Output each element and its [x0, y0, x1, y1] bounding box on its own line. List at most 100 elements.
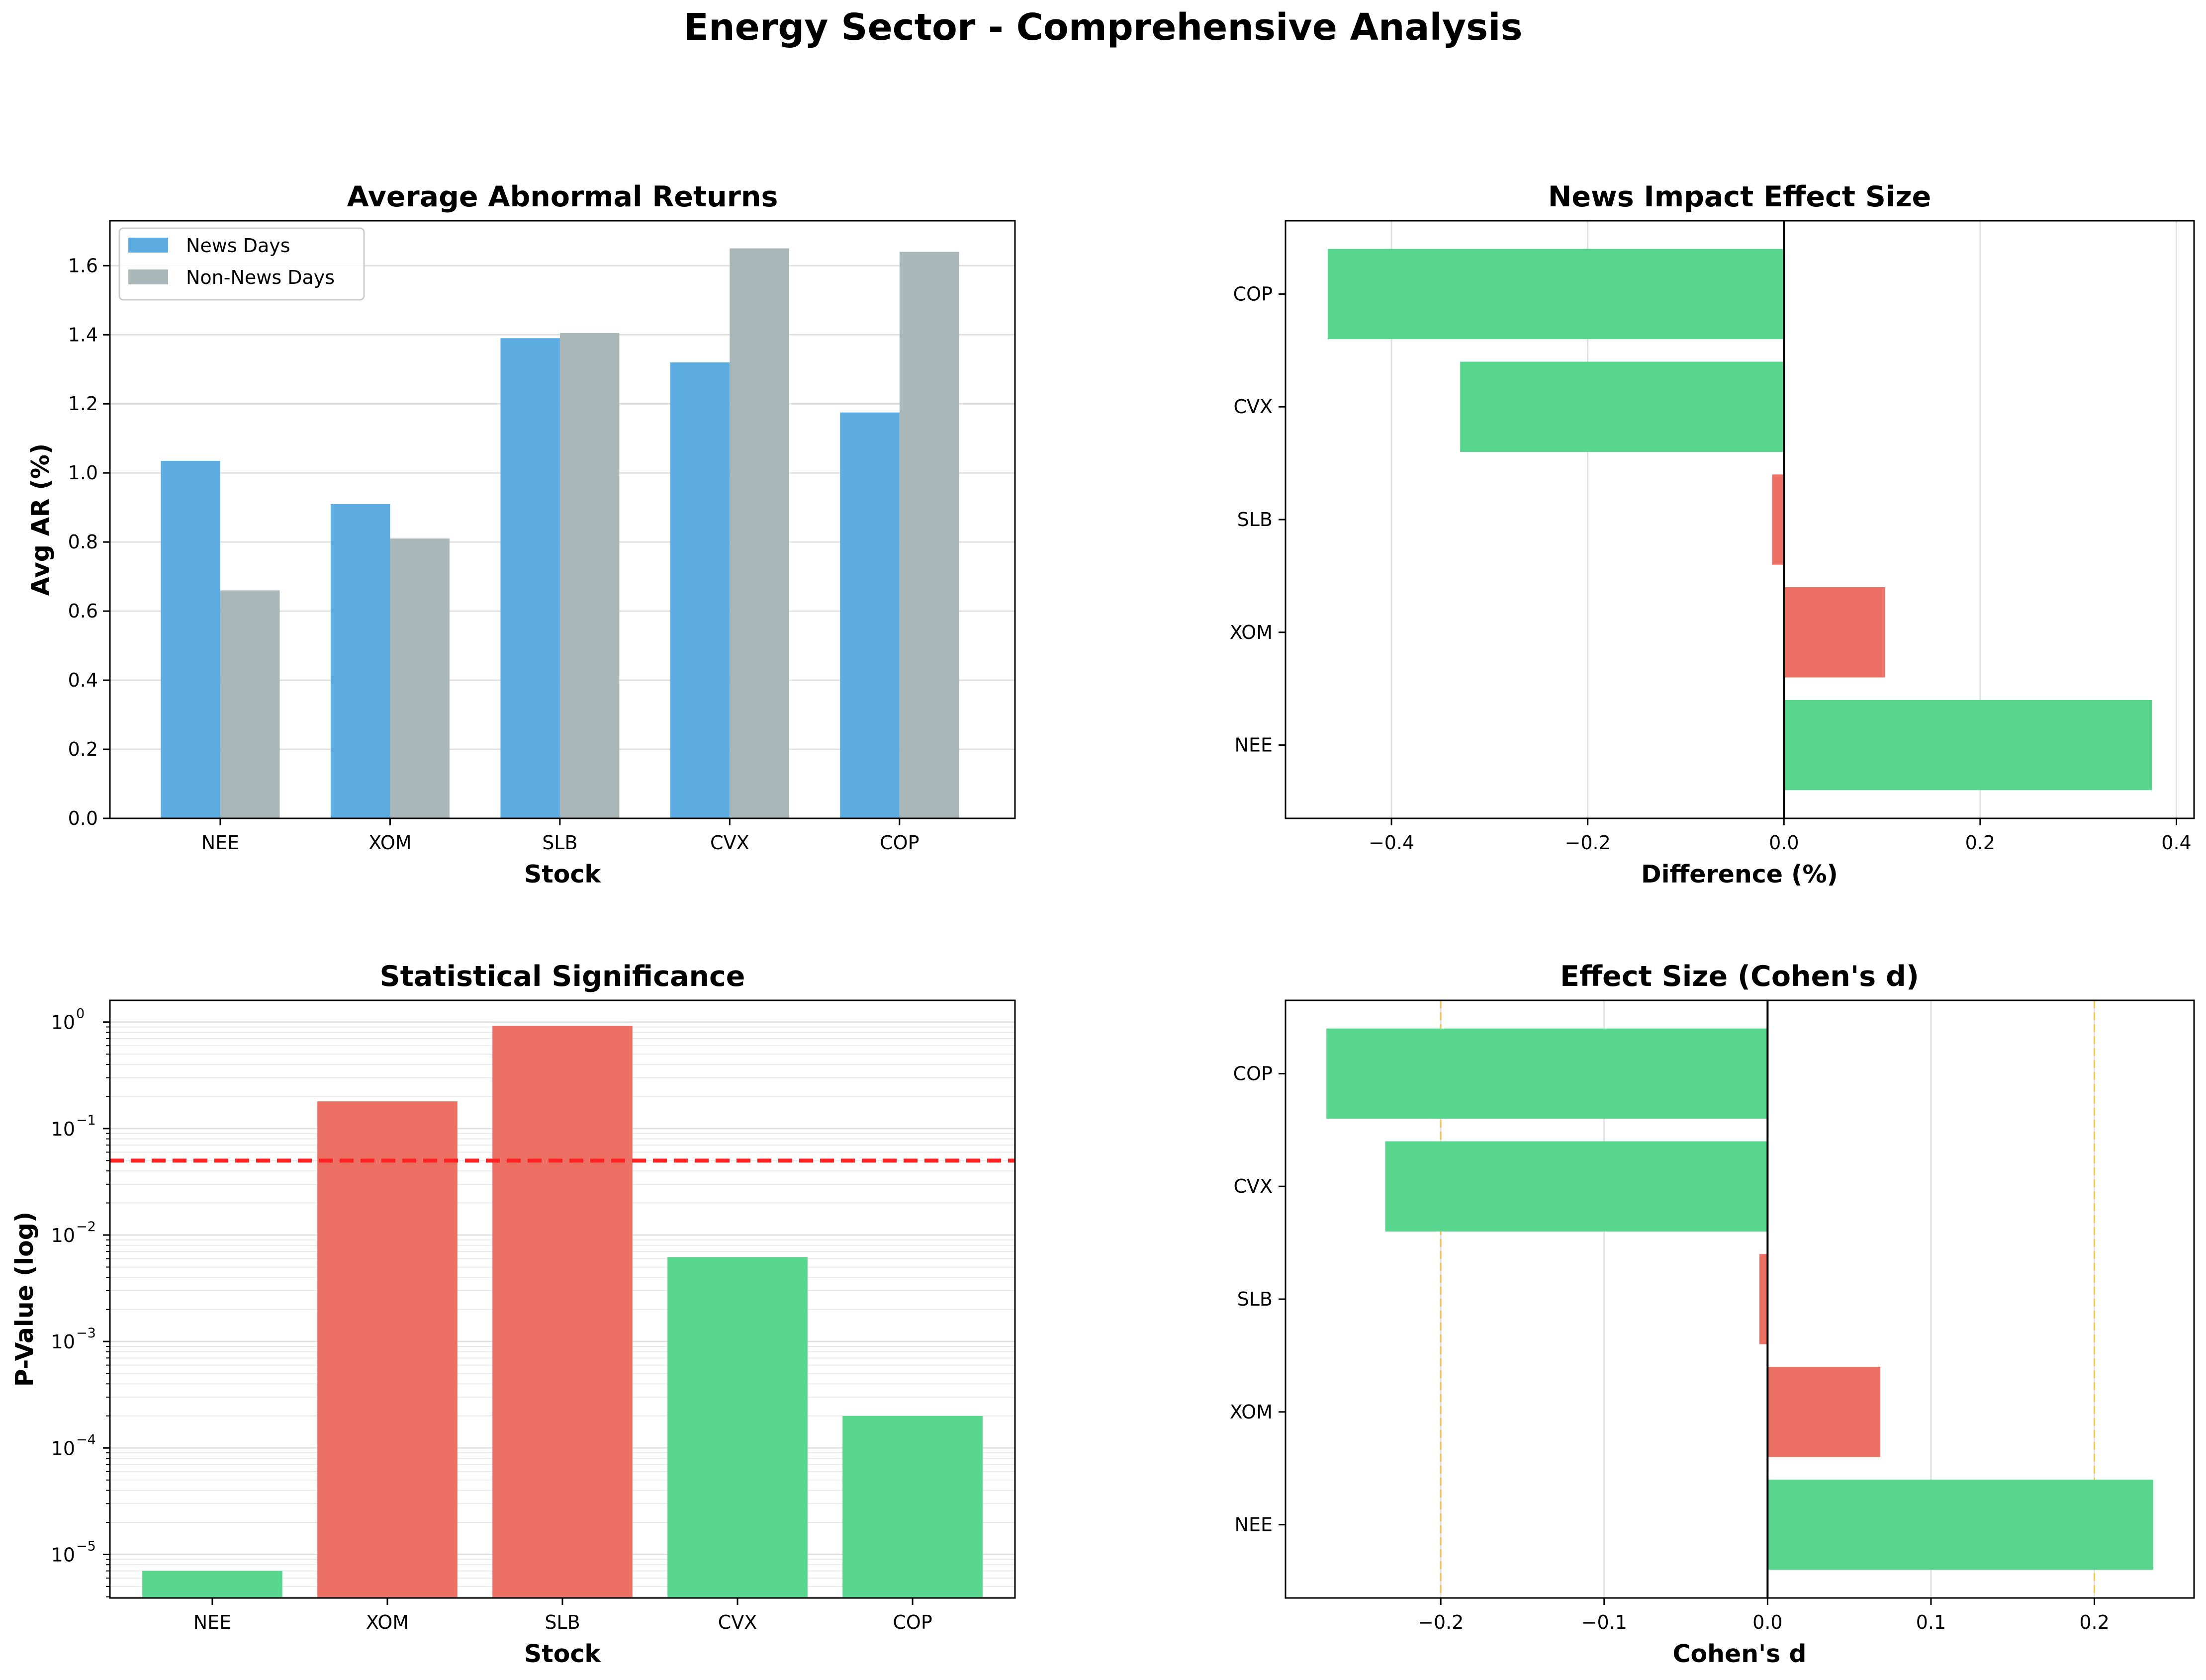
y-tick-label: NEE	[1235, 734, 1273, 756]
y-tick-label: 1.0	[68, 462, 98, 484]
panel-statistical-significance: Statistical Significance NEE XOM SLB CVX COP…	[10, 960, 1016, 1668]
bar-cop	[842, 1415, 983, 1598]
y-tick-label: CVX	[1233, 1175, 1273, 1197]
y-tick-label: 0.2	[68, 738, 98, 760]
bar-slb	[492, 1026, 633, 1598]
x-tick-label: CVX	[718, 1611, 757, 1633]
panel1-x-ticks: NEE XOM SLB CVX COP	[201, 818, 919, 854]
y-tick-base: 10	[51, 1012, 75, 1034]
y-tick-label: 0.0	[68, 807, 98, 829]
y-tick-label: 10 −5	[51, 1538, 96, 1566]
figure-title: Energy Sector - Comprehensive Analysis	[683, 6, 1522, 49]
panel3-bars	[142, 1026, 983, 1598]
x-tick-label: −0.4	[1369, 832, 1414, 854]
y-tick-exponent: −2	[76, 1219, 96, 1235]
bar-slb	[1772, 474, 1784, 565]
panel2-bars	[1327, 249, 2152, 791]
panel4-x-ticks: −0.2 −0.1 0.0 0.1 0.2	[1418, 1598, 2110, 1633]
legend-label-non-news: Non-News Days	[186, 266, 335, 288]
bar-xom	[317, 1101, 458, 1598]
bar-non-news-nee	[220, 590, 280, 818]
y-tick-label: 10 0	[51, 1006, 85, 1034]
x-tick-label: SLB	[545, 1611, 580, 1633]
panel3-title: Statistical Significance	[380, 960, 745, 993]
y-tick-label: 1.2	[68, 393, 98, 415]
bar-news-nee	[161, 460, 220, 818]
x-tick-label: COP	[893, 1611, 932, 1633]
legend-swatch-non-news	[128, 269, 168, 284]
y-tick-base: 10	[51, 1544, 75, 1566]
y-tick-exponent: 0	[76, 1006, 85, 1022]
y-tick-label: NEE	[1235, 1514, 1273, 1536]
y-tick-label: CVX	[1233, 396, 1273, 418]
x-tick-label: 0.0	[1752, 1611, 1782, 1633]
y-tick-exponent: −3	[76, 1326, 96, 1341]
y-tick-label: COP	[1233, 1062, 1273, 1084]
y-tick-label: XOM	[1230, 621, 1273, 643]
bar-cvx	[1385, 1141, 1768, 1232]
bar-cvx	[1460, 361, 1784, 452]
panel3-x-ticks: NEE XOM SLB CVX COP	[193, 1598, 932, 1633]
y-tick-exponent: −4	[76, 1432, 96, 1447]
bar-news-cvx	[670, 362, 730, 818]
x-tick-label: 0.2	[1965, 832, 1995, 854]
y-tick-label: COP	[1233, 283, 1273, 305]
y-tick-base: 10	[51, 1437, 75, 1459]
x-tick-label: XOM	[366, 1611, 409, 1633]
y-tick-base: 10	[51, 1225, 75, 1246]
x-tick-label: CVX	[710, 832, 749, 854]
panel3-x-label: Stock	[524, 1640, 601, 1668]
panel2-x-ticks: −0.4 −0.2 0.0 0.2 0.4	[1369, 818, 2192, 854]
y-tick-label: 1.6	[68, 255, 98, 276]
y-tick-base: 10	[51, 1331, 75, 1353]
panel2-x-label: Difference (%)	[1641, 860, 1838, 888]
x-tick-label: SLB	[542, 832, 577, 854]
panel1-y-ticks: 0.0 0.2 0.4 0.6 0.8 1.0 1.2 1.4 1.6	[68, 255, 110, 829]
x-tick-label: XOM	[368, 832, 411, 854]
bar-nee	[1767, 1479, 2153, 1570]
bar-cop	[1326, 1028, 1768, 1119]
y-tick-label: 10 −4	[51, 1432, 96, 1459]
panel4-x-label: Cohen's d	[1673, 1640, 1807, 1668]
x-tick-label: −0.2	[1565, 832, 1611, 854]
bar-slb	[1759, 1254, 1768, 1344]
y-tick-label: 0.4	[68, 669, 98, 691]
legend-swatch-news	[128, 238, 168, 253]
panel-news-impact-effect-size: News Impact Effect Size −0.4 −0.2 0.0 0.2 0.…	[1230, 180, 2195, 888]
y-tick-label: 0.8	[68, 531, 98, 553]
panel2-title: News Impact Effect Size	[1548, 180, 1931, 213]
bar-nee	[1784, 700, 2152, 791]
panel-effect-size-cohens-d: Effect Size (Cohen's d) −0.2 −0.1 0.0 0.1 0.…	[1230, 960, 2195, 1668]
panel4-bars	[1326, 1028, 2153, 1570]
bar-non-news-cvx	[730, 248, 789, 819]
bar-news-slb	[500, 338, 560, 818]
x-tick-label: NEE	[193, 1611, 231, 1633]
panel1-x-label: Stock	[524, 860, 601, 888]
bar-non-news-cop	[899, 252, 959, 819]
panel3-y-label: P-Value (log)	[10, 1212, 39, 1387]
y-tick-exponent: −5	[76, 1538, 96, 1554]
panel1-title: Average Abnormal Returns	[347, 180, 778, 213]
panel1-legend: News Days Non-News Days	[118, 227, 365, 301]
x-tick-label: −0.1	[1581, 1611, 1627, 1633]
bar-news-xom	[330, 504, 390, 818]
y-tick-label: 1.4	[68, 324, 98, 346]
y-tick-label: 10 −1	[51, 1113, 96, 1140]
x-tick-label: 0.2	[2079, 1611, 2109, 1633]
bar-non-news-xom	[390, 538, 450, 818]
y-tick-exponent: −1	[76, 1113, 96, 1128]
y-tick-label: SLB	[1237, 509, 1273, 531]
bar-news-cop	[840, 412, 900, 818]
x-tick-label: COP	[880, 832, 919, 854]
bar-nee	[142, 1571, 282, 1598]
x-tick-label: 0.0	[1769, 832, 1799, 854]
panel1-y-label: Avg AR (%)	[26, 443, 55, 596]
bar-cvx	[667, 1257, 808, 1598]
bar-cop	[1327, 249, 1784, 340]
legend-label-news: News Days	[186, 235, 290, 257]
y-tick-base: 10	[51, 1118, 75, 1140]
y-tick-label: XOM	[1230, 1401, 1273, 1423]
bar-xom	[1784, 587, 1885, 678]
y-tick-label: 0.6	[68, 600, 98, 622]
